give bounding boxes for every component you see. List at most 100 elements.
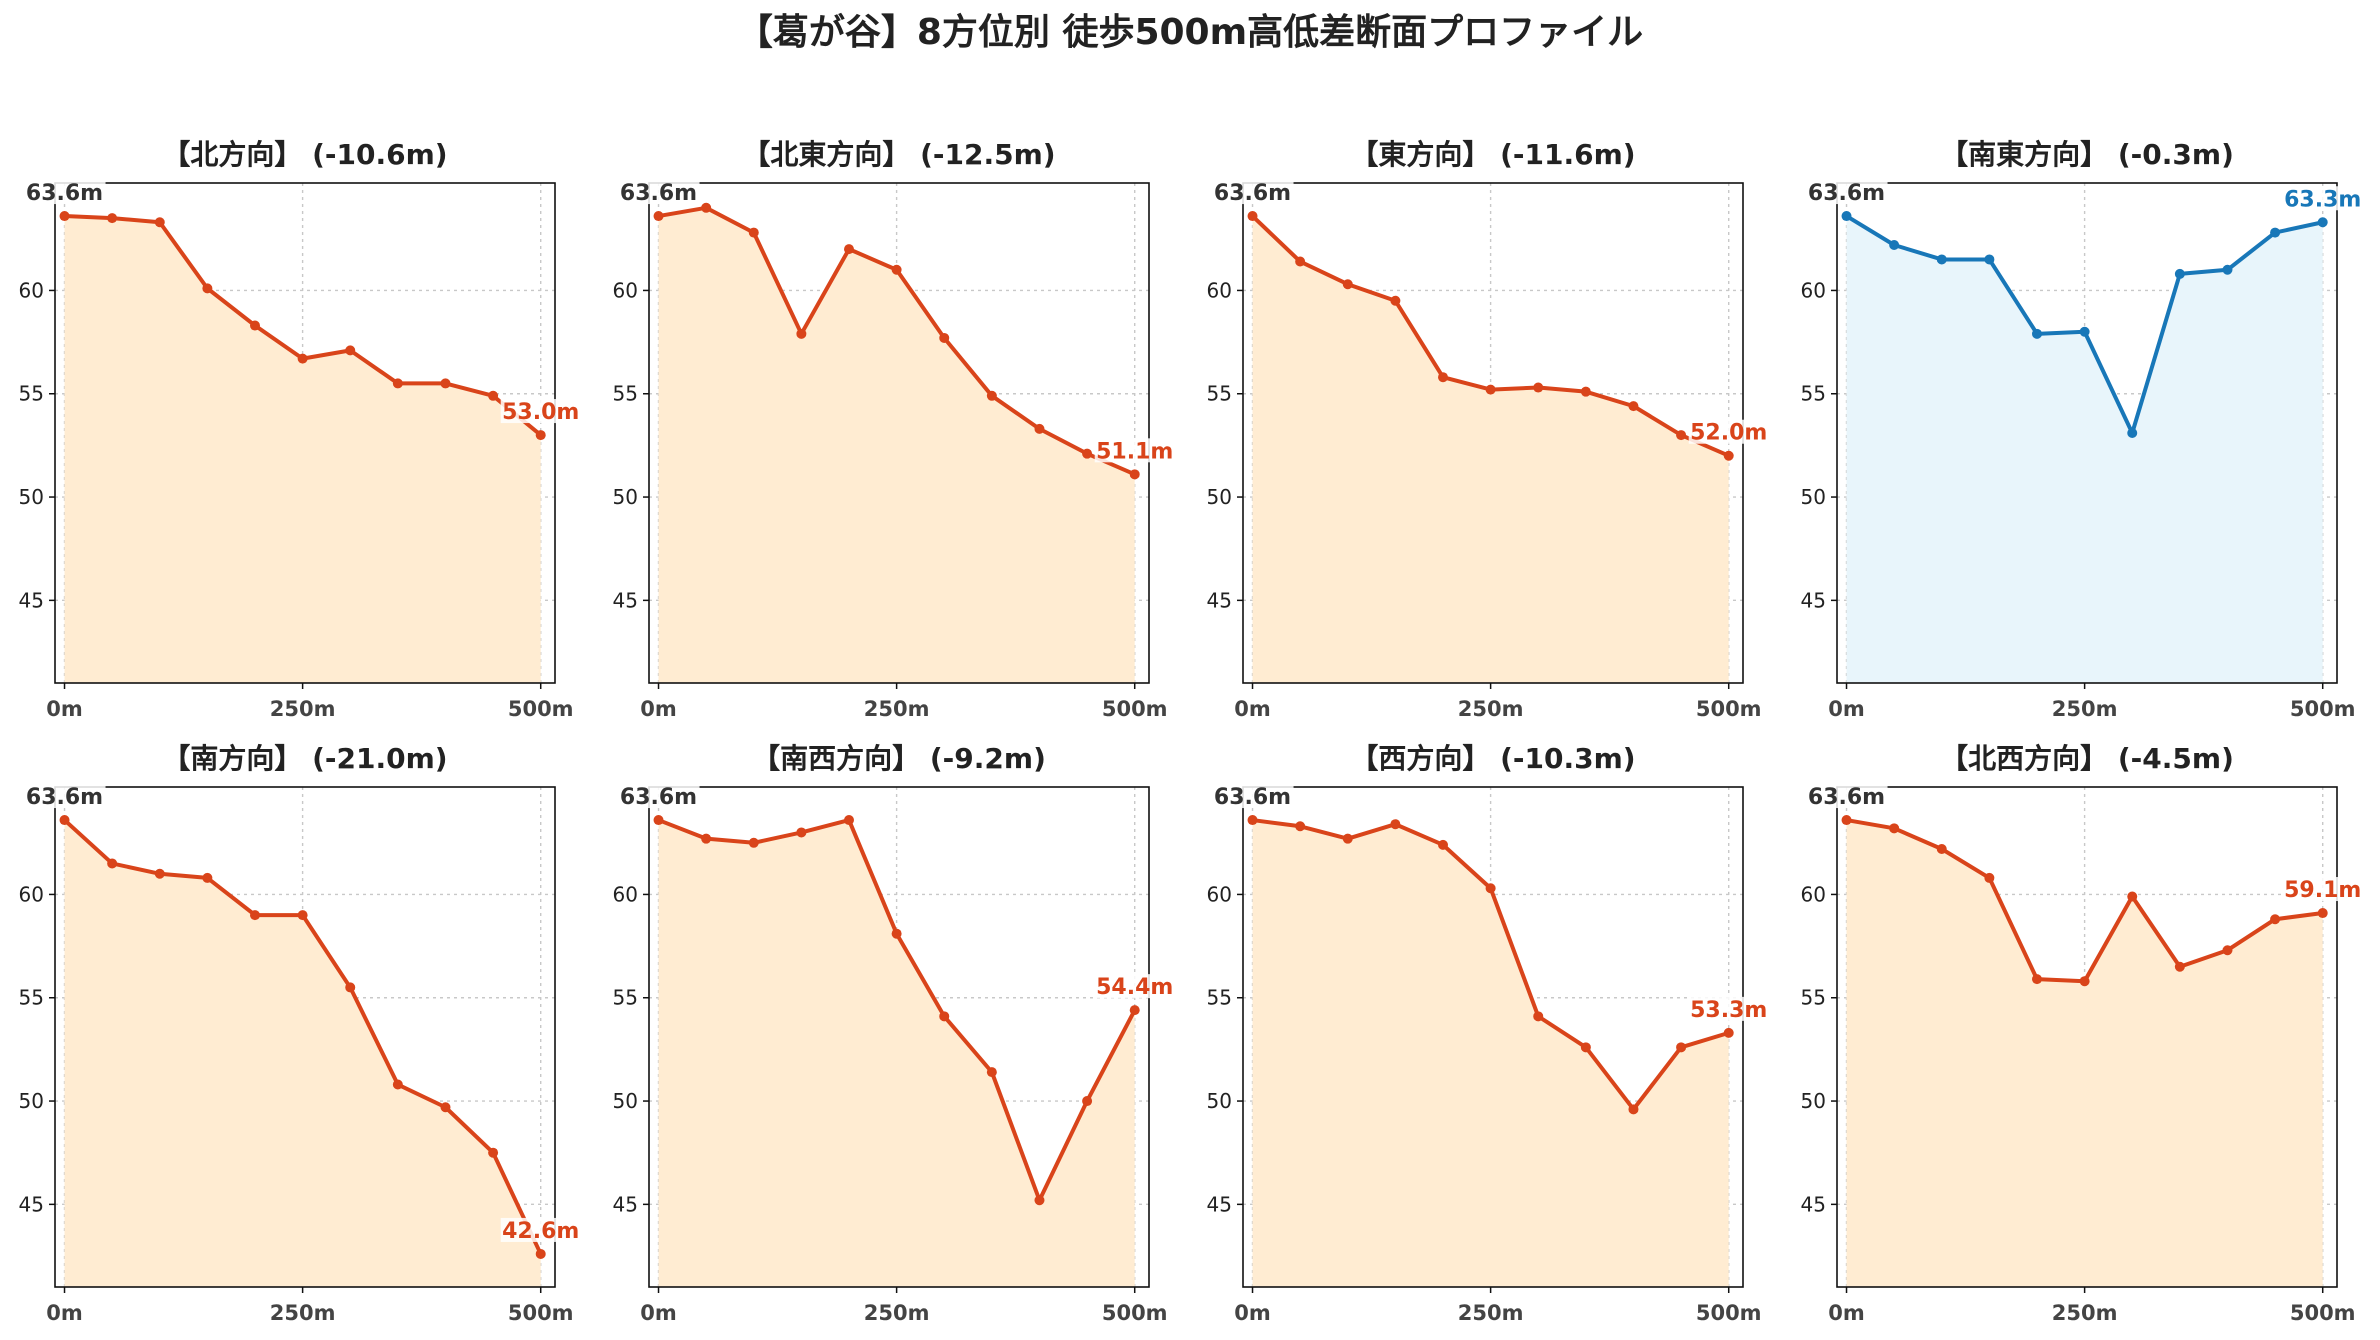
data-point bbox=[1936, 254, 1947, 265]
data-point bbox=[2079, 326, 2090, 337]
data-point bbox=[440, 1102, 451, 1113]
y-tick-label: 45 bbox=[1801, 1192, 1826, 1216]
plot-frame bbox=[648, 182, 1150, 684]
y-tick-label: 45 bbox=[1207, 1192, 1232, 1216]
y-tick-label: 55 bbox=[1801, 382, 1826, 406]
figure-title: 【葛が谷】8方位別 徒歩500m高低差断面プロファイル bbox=[737, 12, 1643, 53]
end-label-background bbox=[500, 399, 579, 424]
elevation-area bbox=[1846, 216, 2323, 683]
data-point bbox=[701, 202, 712, 213]
data-point bbox=[1082, 448, 1093, 459]
data-point bbox=[107, 213, 118, 224]
end-elevation-label: 52.0m bbox=[1690, 421, 1767, 446]
x-tick-label: 500m bbox=[508, 1301, 574, 1325]
y-tick-label: 50 bbox=[613, 1089, 638, 1113]
x-tick-label: 0m bbox=[640, 697, 677, 721]
start-label-background bbox=[29, 784, 106, 809]
data-point bbox=[2270, 227, 2281, 238]
data-point bbox=[1628, 1104, 1639, 1115]
y-tick-label: 55 bbox=[19, 986, 44, 1010]
data-point bbox=[1342, 279, 1353, 290]
data-point bbox=[250, 320, 260, 331]
data-point bbox=[796, 827, 807, 838]
start-label-background bbox=[1217, 784, 1294, 809]
x-tick-label: 250m bbox=[864, 697, 930, 721]
data-point bbox=[2317, 217, 2328, 228]
data-point bbox=[1723, 1027, 1734, 1038]
data-point bbox=[1390, 295, 1401, 306]
data-point bbox=[1533, 382, 1544, 393]
end-label-background bbox=[1688, 419, 1767, 444]
elevation-panel: 【東方向】 (-11.6m) 45 50 55 60 0m 250m 500m 63.6m 52.… bbox=[1207, 138, 1768, 721]
data-point bbox=[1485, 883, 1496, 894]
data-point bbox=[297, 910, 308, 921]
data-point bbox=[2317, 908, 2328, 919]
data-point bbox=[1295, 256, 1306, 267]
data-point bbox=[796, 328, 807, 339]
data-point bbox=[2127, 891, 2138, 902]
data-point bbox=[1247, 211, 1258, 222]
data-point bbox=[2174, 268, 2185, 279]
x-tick-label: 250m bbox=[864, 1301, 930, 1325]
data-point bbox=[392, 378, 403, 389]
y-tick-label: 55 bbox=[613, 986, 638, 1010]
panel-title: 【東方向】 (-11.6m) bbox=[1350, 138, 1635, 171]
y-tick-label: 55 bbox=[1801, 986, 1826, 1010]
data-point bbox=[2222, 945, 2233, 956]
y-tick-label: 50 bbox=[19, 485, 44, 509]
x-tick-label: 500m bbox=[508, 697, 574, 721]
data-point bbox=[1889, 239, 1900, 250]
y-tick-label: 45 bbox=[19, 1192, 44, 1216]
plot-frame bbox=[1836, 182, 2338, 684]
data-point bbox=[844, 815, 854, 826]
data-point bbox=[844, 244, 854, 255]
data-point bbox=[1841, 815, 1852, 826]
data-point bbox=[939, 1011, 950, 1022]
start-elevation-label: 63.6m bbox=[26, 181, 103, 206]
data-point bbox=[1936, 843, 1947, 854]
elevation-panel: 【南西方向】 (-9.2m) 45 50 55 60 0m 250m 500m 63.6m 54.… bbox=[613, 742, 1174, 1325]
y-tick-label: 60 bbox=[613, 278, 638, 302]
data-point bbox=[1129, 469, 1140, 480]
data-point bbox=[154, 217, 165, 228]
panel-title: 【北方向】 (-10.6m) bbox=[162, 138, 447, 171]
elevation-area bbox=[64, 820, 541, 1287]
data-point bbox=[1438, 839, 1448, 850]
data-point bbox=[1580, 386, 1591, 397]
x-tick-label: 500m bbox=[1696, 1301, 1762, 1325]
data-point bbox=[535, 430, 546, 441]
elevation-area bbox=[658, 820, 1135, 1287]
x-tick-label: 250m bbox=[1458, 1301, 1524, 1325]
data-point bbox=[345, 982, 356, 993]
data-point bbox=[297, 353, 308, 364]
data-point bbox=[986, 1067, 997, 1078]
data-point bbox=[1485, 384, 1496, 395]
start-elevation-label: 63.6m bbox=[1214, 785, 1291, 810]
y-tick-label: 50 bbox=[1207, 1089, 1232, 1113]
x-tick-label: 500m bbox=[1696, 697, 1762, 721]
y-tick-label: 50 bbox=[1801, 1089, 1826, 1113]
plot-frame bbox=[648, 786, 1150, 1288]
data-point bbox=[488, 390, 499, 401]
elevation-area bbox=[1252, 820, 1729, 1287]
data-point bbox=[59, 211, 70, 222]
x-tick-label: 500m bbox=[2290, 1301, 2356, 1325]
data-point bbox=[1129, 1005, 1140, 1016]
data-point bbox=[1533, 1011, 1544, 1022]
data-point bbox=[1438, 372, 1448, 383]
end-label-background bbox=[500, 1217, 579, 1242]
end-label-background bbox=[2282, 186, 2361, 211]
data-point bbox=[107, 858, 118, 869]
y-tick-label: 60 bbox=[1207, 882, 1232, 906]
plot-frame bbox=[1242, 786, 1744, 1288]
data-point bbox=[653, 211, 664, 222]
data-point bbox=[392, 1079, 403, 1090]
panel-title: 【南東方向】 (-0.3m) bbox=[1940, 138, 2234, 171]
y-tick-label: 50 bbox=[1801, 485, 1826, 509]
data-point bbox=[59, 815, 70, 826]
data-point bbox=[653, 815, 664, 826]
y-tick-label: 60 bbox=[613, 882, 638, 906]
data-point bbox=[202, 283, 213, 294]
y-tick-label: 50 bbox=[1207, 485, 1232, 509]
y-tick-label: 60 bbox=[1801, 882, 1826, 906]
